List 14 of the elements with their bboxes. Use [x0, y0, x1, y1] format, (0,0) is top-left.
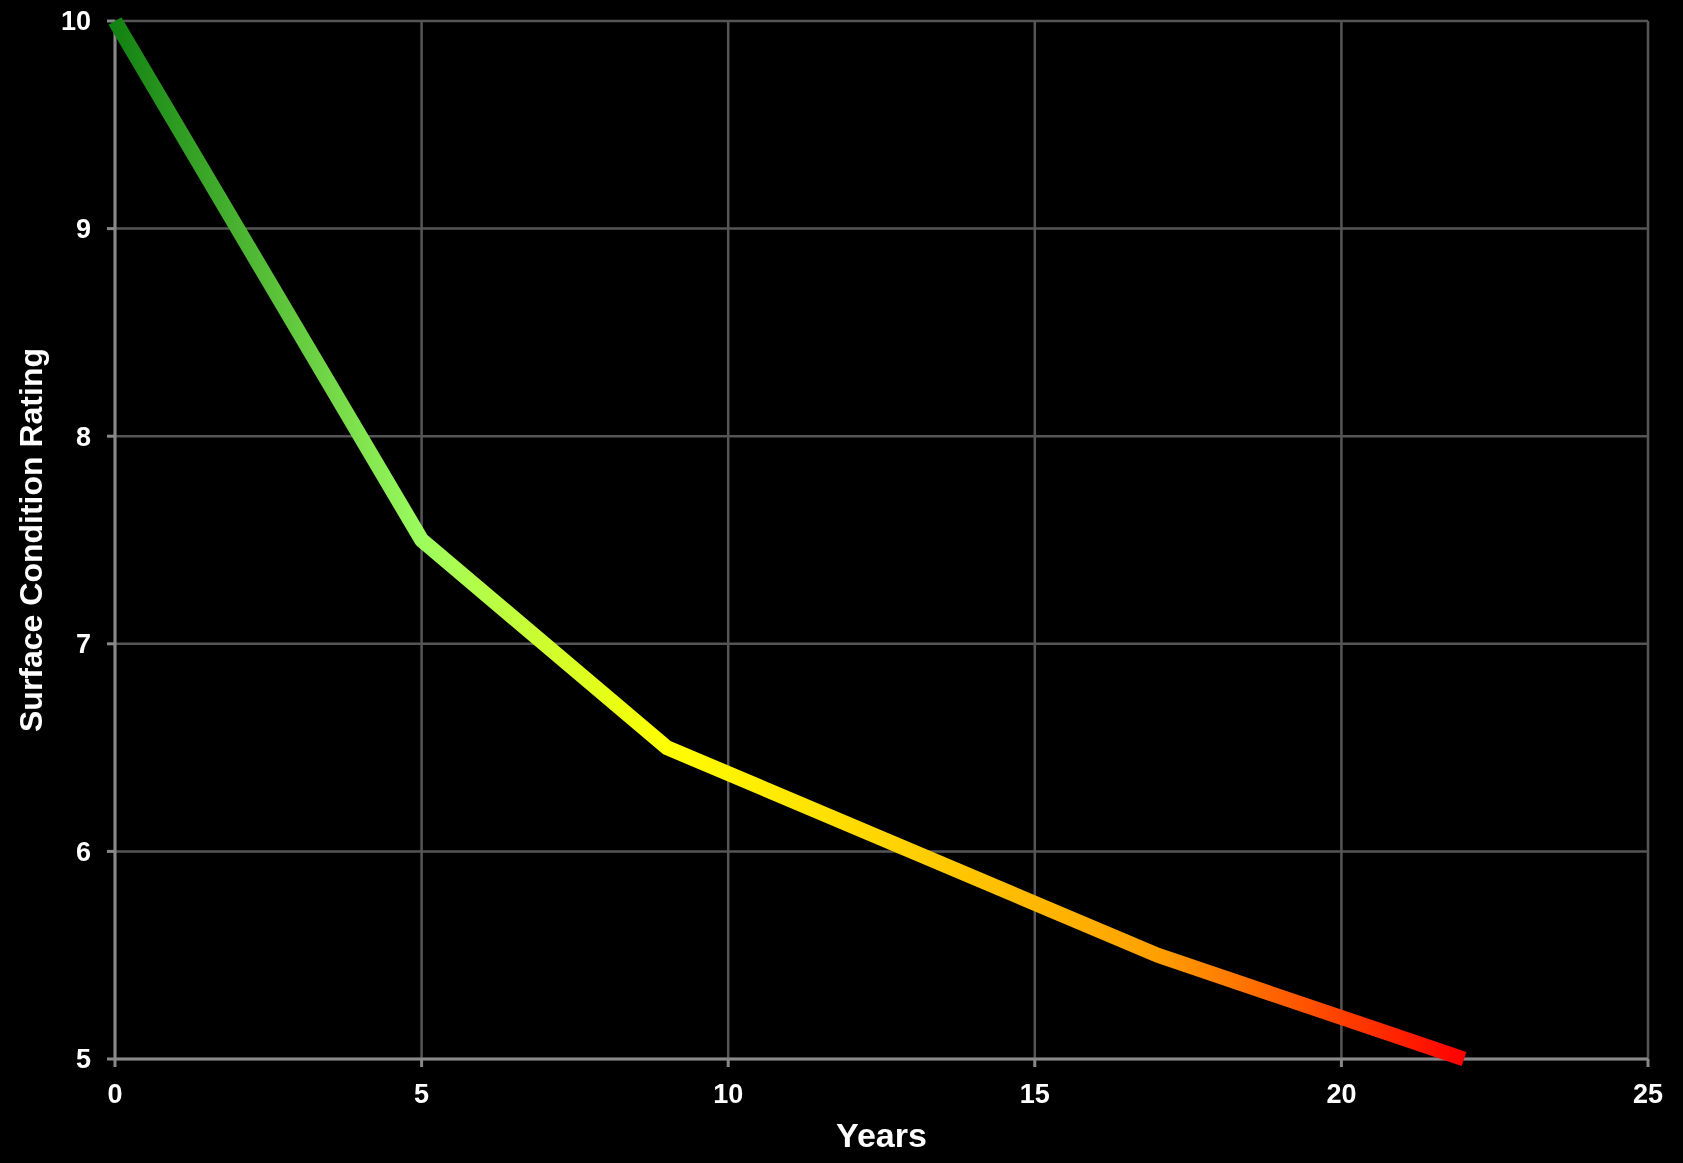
y-tick-label: 9	[75, 214, 91, 245]
x-tick-label: 10	[713, 1079, 744, 1109]
x-tick-label: 25	[1632, 1079, 1664, 1109]
x-tick-label: 5	[414, 1079, 430, 1109]
x-axis-title: Years	[836, 1116, 927, 1154]
y-axis-title: Surface Condition Rating	[13, 348, 49, 732]
y-tick-label: 10	[60, 6, 91, 37]
y-tick-label: 8	[75, 421, 91, 452]
x-tick-label: 20	[1326, 1079, 1357, 1109]
y-tick-label: 7	[75, 629, 91, 660]
y-tick-label: 6	[75, 836, 91, 867]
x-tick-label: 15	[1019, 1079, 1050, 1109]
x-tick-label: 0	[107, 1079, 123, 1109]
y-tick-label: 5	[75, 1044, 91, 1075]
